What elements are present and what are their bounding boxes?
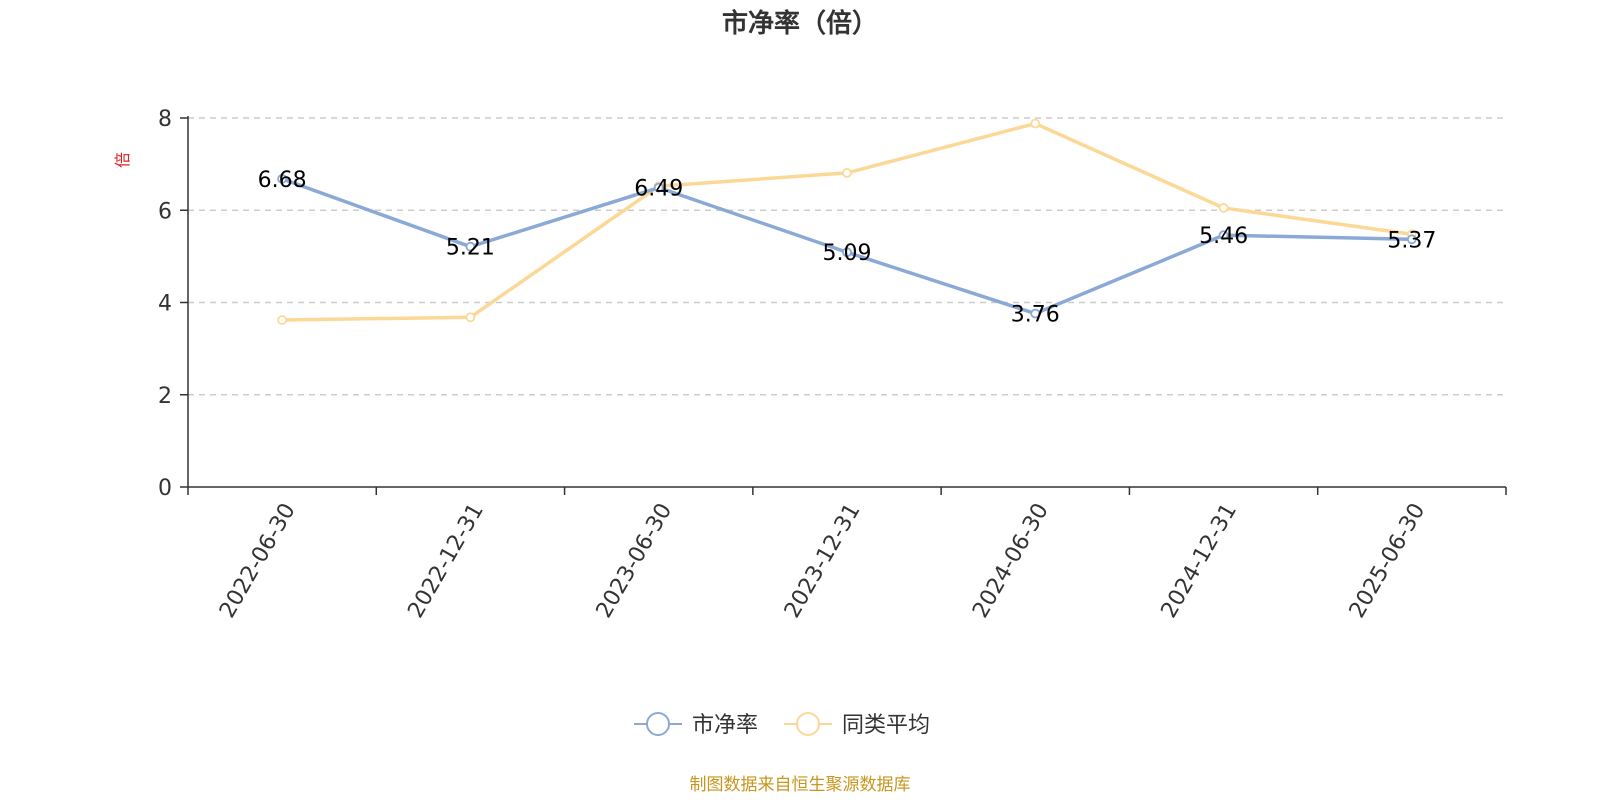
legend-label: 市净率 xyxy=(692,713,758,738)
data-point-0[interactable] xyxy=(1406,234,1417,245)
y-axis-unit: 倍 xyxy=(113,152,132,168)
series-line-1 xyxy=(280,121,1414,322)
data-point-0[interactable] xyxy=(277,173,288,184)
legend-item-1[interactable]: 同类平均 xyxy=(784,712,930,738)
data-label: 3.76 xyxy=(1011,303,1060,328)
data-point-0[interactable] xyxy=(653,182,664,193)
x-tick-label: 2022-12-31 xyxy=(403,499,489,622)
data-label: 6.68 xyxy=(258,168,307,193)
y-tick-label: 2 xyxy=(158,384,172,409)
data-labels: 6.68 5.21 6.49 5.09 3.76 5.46 5.37 xyxy=(258,168,1437,328)
data-point-0[interactable] xyxy=(465,241,476,252)
legend-swatch-marker xyxy=(646,712,670,736)
data-point-1[interactable] xyxy=(1030,118,1041,129)
data-point-0[interactable] xyxy=(842,247,852,258)
source-note: 制图数据来自恒生聚源数据库 xyxy=(690,775,911,795)
data-label: 6.49 xyxy=(634,177,683,202)
y-tick-label: 6 xyxy=(158,199,172,224)
chart-title: 市净率（倍） xyxy=(722,8,878,39)
legend-swatch-marker xyxy=(796,712,820,736)
data-point-1[interactable] xyxy=(277,315,288,325)
data-label: 5.37 xyxy=(1387,228,1436,253)
legend[interactable]: 市净率 同类平均 xyxy=(634,712,930,738)
data-point-1[interactable] xyxy=(1218,203,1229,213)
data-point-0[interactable] xyxy=(1218,230,1229,241)
legend-label: 同类平均 xyxy=(842,713,930,738)
data-point-1[interactable] xyxy=(465,312,476,323)
y-tick-label: 8 xyxy=(158,107,172,132)
series-lines xyxy=(277,118,1417,325)
x-tick-label: 2022-06-30 xyxy=(215,499,301,622)
x-tick-label: 2024-12-31 xyxy=(1157,499,1243,622)
x-tick-label: 2025-06-30 xyxy=(1345,499,1431,622)
x-tick-label: 2024-06-30 xyxy=(968,499,1054,622)
x-tick-label: 2023-12-31 xyxy=(780,499,866,622)
data-label: 5.21 xyxy=(446,236,495,261)
y-tick-label: 0 xyxy=(158,476,172,501)
data-point-1[interactable] xyxy=(842,167,852,178)
y-tick-label: 4 xyxy=(158,292,172,317)
data-point-0[interactable] xyxy=(1030,308,1041,319)
x-tick-label: 2023-06-30 xyxy=(592,499,678,622)
data-label: 5.09 xyxy=(823,241,872,266)
axes: 0 2 4 6 8 2022-06-30 2022-12-31 2023-06-30 2023-… xyxy=(158,107,1507,622)
data-label: 5.46 xyxy=(1199,224,1248,249)
legend-item-0[interactable]: 市净率 xyxy=(634,712,758,738)
